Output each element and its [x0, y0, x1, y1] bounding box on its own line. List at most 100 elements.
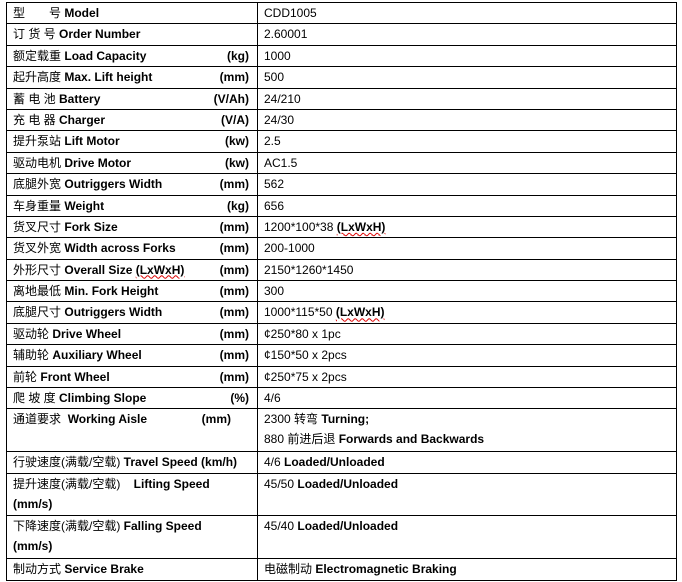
spec-name-en: Outriggers Width — [64, 305, 163, 320]
spec-name-en: Climbing Slope — [59, 391, 147, 406]
spec-row-working-aisle: 通道要求 Working Aisle (mm) 2300 转弯 Turning; 8… — [6, 408, 677, 453]
spec-value: 880 前进后退 — [264, 432, 339, 447]
spec-name-en: Width across Forks — [64, 241, 176, 256]
spec-name-en: Charger — [59, 112, 106, 127]
spec-row: 底腿尺寸 Outriggers Width (mm) 1000*115*50 (Lx… — [6, 301, 677, 324]
spec-row-travel-speed: 行驶速度(满载/空载) Travel Speed (km/h) 4/6 Loade… — [6, 451, 677, 474]
spec-row: 货叉外宽 Width across Forks (mm) 200-1000 — [6, 237, 677, 260]
spec-name-en: Overall Size (LxWxH) — [64, 262, 185, 277]
spec-unit: (mm) — [219, 284, 249, 299]
spec-row: 提升泵站 Lift Motor (kw) 2.5 — [6, 130, 677, 153]
spec-name-zh: 额定载重 — [13, 48, 62, 63]
spec-value: 1200*100*38 — [264, 219, 337, 234]
spec-value: ¢250*80 x 1pc — [264, 326, 341, 341]
spec-value: 562 — [264, 177, 285, 192]
spec-name-zh: 型 号 — [13, 6, 62, 20]
spec-value-en: Turning; — [321, 412, 370, 427]
spec-value-en: Loaded/Unloaded — [297, 476, 399, 491]
spec-value: 45/40 — [264, 519, 298, 534]
spec-value: 4/6 — [264, 391, 281, 406]
spec-name-en: Lift Motor — [64, 134, 120, 149]
spec-name-en: Falling Speed — [123, 519, 202, 534]
spec-value-en: Loaded/Unloaded — [297, 519, 399, 534]
spec-value-format: (LxWxH) — [336, 219, 386, 234]
spec-unit: (%) — [230, 391, 249, 406]
spec-name-zh: 前轮 — [13, 369, 38, 384]
spec-row-falling-speed: 下降速度(满载/空载) Falling Speed (mm/s) 45/40 Loa… — [6, 515, 677, 560]
spec-value: 1000*115*50 — [264, 305, 336, 320]
spec-name-en: Load Capacity — [64, 48, 147, 63]
spec-name-en: Front Wheel — [40, 369, 110, 384]
spec-row: 额定载重 Load Capacity (kg) 1000 — [6, 44, 677, 68]
spec-unit: (mm/s) — [13, 539, 53, 554]
spec-value-en: Forwards and Backwards — [338, 432, 485, 447]
spec-value-en: Electromagnetic Braking — [315, 562, 457, 577]
spec-unit: (kw) — [225, 155, 249, 170]
spec-unit: (V/Ah) — [213, 91, 249, 106]
spec-unit: (mm) — [219, 219, 249, 234]
spec-name-en: Working Aisle — [67, 412, 148, 427]
spec-name-en: Max. Lift height — [64, 70, 153, 85]
spec-row: 爬 坡 度 Climbing Slope (%) 4/6 — [6, 387, 677, 410]
spec-unit: (mm) — [219, 326, 249, 341]
spec-value: 500 — [264, 70, 285, 85]
spec-row: 车身重量 Weight (kg) 656 — [6, 194, 677, 217]
spec-value: 24/210 — [264, 91, 301, 106]
spec-name-en: Min. Fork Height — [64, 284, 159, 299]
spec-unit: (mm/s) — [13, 496, 53, 511]
spec-name-zh: 充 电 器 — [13, 112, 56, 127]
spec-row: 外形尺寸 Overall Size (LxWxH) (mm) 2150*1260*1… — [6, 258, 677, 282]
spec-unit: (V/A) — [221, 112, 249, 127]
spec-value: 1000 — [264, 48, 291, 63]
spec-unit: (kg) — [227, 198, 249, 213]
spec-value: 200-1000 — [264, 241, 315, 256]
spec-unit: (mm) — [219, 177, 249, 192]
spec-row-lifting-speed: 提升速度(满载/空载) Lifting Speed (mm/s) 45/50 Loa… — [6, 472, 677, 517]
spec-name-zh: 行驶速度(满载/空载) — [13, 455, 121, 470]
spec-row: 辅助轮 Auxiliary Wheel (mm) ¢150*50 x 2pcs — [6, 344, 677, 367]
spec-name-en: Fork Size — [64, 219, 118, 234]
spec-value: 2150*1260*1450 — [264, 262, 354, 277]
spec-name-zh: 货叉外宽 — [13, 241, 62, 256]
spec-name-zh: 驱动电机 — [13, 155, 62, 170]
spec-name-zh: 起升高度 — [13, 70, 62, 85]
spec-name-zh: 制动方式 — [13, 562, 62, 577]
spec-table: 型 号 Model CDD1005 订 货 号 Order Number 2.6000… — [6, 1, 677, 581]
spec-name-en: Order Number — [59, 27, 141, 42]
spec-name-en: Drive Motor — [64, 155, 132, 170]
spec-row: 蓄 电 池 Battery (V/Ah) 24/210 — [6, 87, 677, 110]
spec-unit: (mm) — [219, 369, 249, 384]
spec-row: 货叉尺寸 Fork Size (mm) 1200*100*38 (LxWxH) — [6, 215, 677, 239]
spec-name-en: Battery — [59, 91, 101, 106]
spec-name-zh: 订 货 号 — [13, 27, 56, 42]
spec-unit: (mm) — [201, 412, 231, 427]
spec-row: 型 号 Model CDD1005 — [6, 1, 677, 25]
spec-name-en: Model — [64, 6, 100, 20]
spec-row: 起升高度 Max. Lift height (mm) 500 — [6, 66, 677, 89]
spec-name-zh: 下降速度(满载/空载) — [13, 519, 121, 534]
spec-row: 驱动电机 Drive Motor (kw) AC1.5 — [6, 151, 677, 175]
spec-row: 充 电 器 Charger (V/A) 24/30 — [6, 108, 677, 132]
spec-value: CDD1005 — [264, 6, 317, 20]
spec-value-format: (LxWxH) — [335, 305, 385, 320]
spec-name-en: Travel Speed (km/h) — [123, 455, 238, 470]
spec-row-service-brake: 制动方式 Service Brake 电磁制动 Electromagnetic B… — [6, 558, 677, 581]
spec-unit: (kw) — [225, 134, 249, 149]
spec-name-zh: 底腿尺寸 — [13, 305, 62, 320]
spec-name-en: Drive Wheel — [52, 326, 122, 341]
spec-unit: (mm) — [219, 348, 249, 363]
spec-row: 驱动轮 Drive Wheel (mm) ¢250*80 x 1pc — [6, 322, 677, 346]
spec-unit: (mm) — [219, 241, 249, 256]
spec-row: 底腿外宽 Outriggers Width (mm) 562 — [6, 173, 677, 196]
spec-value: 2.60001 — [264, 27, 308, 42]
spec-name-zh: 货叉尺寸 — [13, 219, 62, 234]
spec-row: 前轮 Front Wheel (mm) ¢250*75 x 2pcs — [6, 365, 677, 389]
spec-row: 离地最低 Min. Fork Height (mm) 300 — [6, 280, 677, 303]
spec-value: AC1.5 — [264, 155, 298, 170]
spec-value: ¢150*50 x 2pcs — [264, 348, 347, 363]
spec-unit: (mm) — [219, 70, 249, 85]
spec-value: 4/6 — [264, 455, 285, 470]
spec-name-zh: 蓄 电 池 — [13, 91, 56, 106]
spec-name-zh: 通道要求 — [13, 412, 62, 427]
spec-name-zh: 车身重量 — [13, 198, 62, 213]
